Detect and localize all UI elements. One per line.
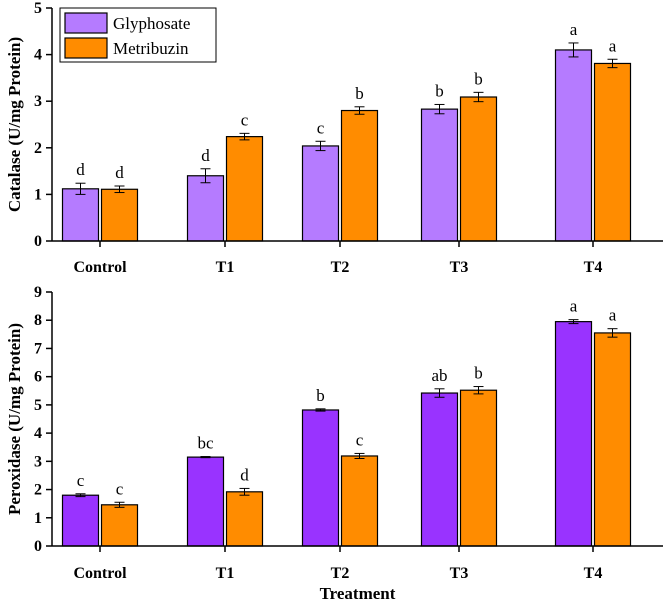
bar-glyphosate-t2 [301, 145, 340, 242]
y-tick-label: 2 [34, 140, 42, 157]
bar-metribuzin-t1 [225, 136, 264, 242]
x-tick-label: T4 [584, 259, 603, 276]
x-tick-label: T1 [216, 565, 235, 582]
significance-letter: c [356, 430, 364, 449]
bar-glyphosate-control [61, 188, 100, 242]
y-axis-label: Catalase (U/mg Protein) [5, 37, 24, 212]
bar-glyphosate-t3 [420, 392, 459, 547]
y-tick-label: 3 [34, 453, 42, 470]
bar-glyphosate-t4 [554, 321, 593, 547]
y-tick-label: 0 [34, 233, 42, 250]
x-tick-label: T1 [216, 259, 235, 276]
x-tick-label: T2 [331, 565, 350, 582]
x-tick-label: T4 [584, 565, 603, 582]
y-tick-label: 6 [34, 369, 42, 386]
legend-swatch-glyphosate [64, 12, 108, 34]
y-tick-label: 2 [34, 482, 42, 499]
bar-glyphosate-t3 [420, 108, 459, 242]
bar-metribuzin-t3 [459, 96, 498, 242]
bar-metribuzin-control [100, 188, 139, 242]
significance-letter: b [355, 84, 364, 103]
y-tick-label: 8 [34, 312, 42, 329]
significance-letter: c [317, 118, 325, 137]
x-tick-label: Control [73, 259, 127, 276]
legend-swatch-metribuzin [64, 37, 108, 59]
significance-letter: c [241, 110, 249, 129]
significance-letter: b [474, 364, 483, 383]
bar-glyphosate-t4 [554, 49, 593, 242]
significance-letter: d [201, 146, 210, 165]
bar-metribuzin-t4 [593, 62, 632, 242]
x-tick-label: T2 [331, 259, 350, 276]
bar-metribuzin-control [100, 504, 139, 547]
legend-label-metribuzin: Metribuzin [113, 39, 189, 58]
significance-letter: b [316, 386, 325, 405]
bar-glyphosate-t1 [186, 456, 225, 547]
significance-letter: d [240, 465, 249, 484]
x-tick-label: T3 [450, 565, 469, 582]
x-tick-label: Control [73, 565, 127, 582]
significance-letter: d [76, 160, 85, 179]
peroxidase-chart: c bc b ab a c d c b a 0 1 2 3 4 5 6 7 8 9 Control T1 T2 T3 T4 Per… [5, 284, 663, 603]
y-tick-label: 9 [34, 284, 42, 301]
significance-letter: ab [431, 366, 447, 385]
y-tick-label: 0 [34, 538, 42, 555]
legend-label-glyphosate: Glyphosate [113, 14, 190, 33]
y-tick-label: 4 [34, 425, 42, 442]
x-tick-label: T3 [450, 259, 469, 276]
significance-letter: bc [197, 434, 214, 453]
significance-letter: a [570, 297, 578, 316]
y-axis-label: Peroxidase (U/mg Protein) [5, 323, 24, 515]
bar-glyphosate-t2 [301, 409, 340, 547]
significance-letter: b [435, 81, 444, 100]
y-tick-label: 4 [34, 47, 42, 64]
significance-letter: a [570, 20, 578, 39]
y-tick-label: 1 [34, 186, 42, 203]
y-tick-label: 5 [34, 397, 42, 414]
bar-metribuzin-t4 [593, 332, 632, 547]
y-tick-label: 1 [34, 510, 42, 527]
y-tick-label: 7 [34, 340, 42, 357]
bar-glyphosate-control [61, 494, 100, 547]
legend: Glyphosate Metribuzin [59, 7, 217, 63]
bar-glyphosate-t1 [186, 175, 225, 242]
significance-letter: c [116, 479, 124, 498]
y-tick-label: 5 [34, 0, 42, 17]
y-tick-label: 3 [34, 93, 42, 110]
x-axis-label: Treatment [320, 584, 396, 603]
significance-letter: a [609, 306, 617, 325]
significance-letter: d [115, 163, 124, 182]
catalase-chart: d d c b a d c b b a 0 1 2 3 4 5 Control T1 T2 T3 T4 Catalase … [5, 0, 663, 276]
significance-letter: b [474, 69, 483, 88]
significance-letter: c [77, 471, 85, 490]
bar-metribuzin-t2 [340, 109, 379, 242]
bar-metribuzin-t2 [340, 455, 379, 547]
bar-metribuzin-t3 [459, 389, 498, 547]
significance-letter: a [609, 36, 617, 55]
bar-metribuzin-t1 [225, 491, 264, 547]
